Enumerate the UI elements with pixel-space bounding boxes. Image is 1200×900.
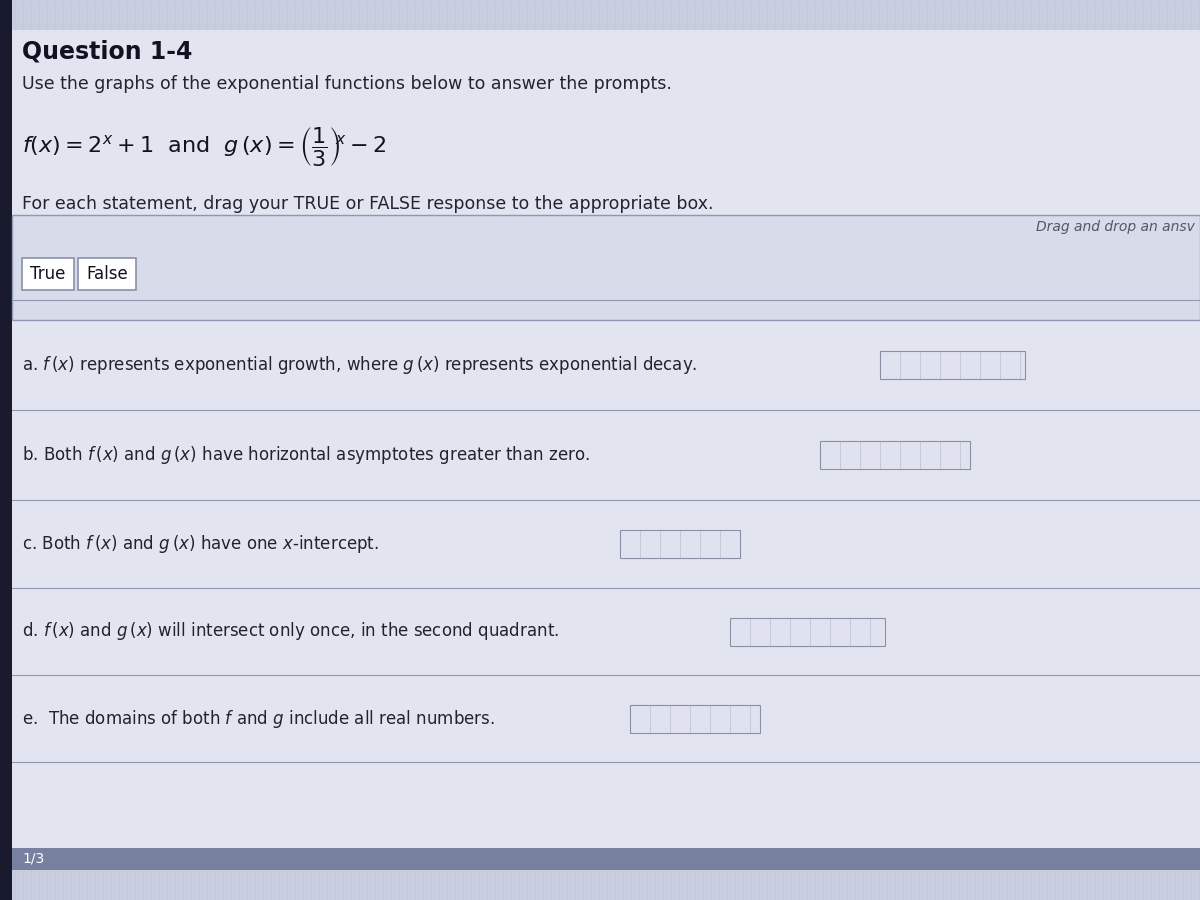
Bar bbox=[0, 0, 12, 900]
Text: Drag and drop an ansv: Drag and drop an ansv bbox=[1036, 220, 1195, 234]
Text: c. Both $f\,(x)$ and $g\,(x)$ have one $x$-intercept.: c. Both $f\,(x)$ and $g\,(x)$ have one $… bbox=[22, 533, 379, 555]
Text: False: False bbox=[86, 265, 128, 283]
Bar bbox=[78, 258, 136, 290]
Bar bbox=[620, 530, 740, 558]
Text: Use the graphs of the exponential functions below to answer the prompts.: Use the graphs of the exponential functi… bbox=[22, 75, 672, 93]
Bar bbox=[22, 258, 74, 290]
Bar bbox=[820, 441, 970, 469]
Bar bbox=[730, 617, 886, 645]
Text: b. Both $f\,(x)$ and $g\,(x)$ have horizontal asymptotes greater than zero.: b. Both $f\,(x)$ and $g\,(x)$ have horiz… bbox=[22, 444, 590, 466]
Text: $f(x) = 2^x + 1$  and  $g\,(x) = \left(\dfrac{1}{3}\right)^{\!\!x} - 2$: $f(x) = 2^x + 1$ and $g\,(x) = \left(\df… bbox=[22, 125, 386, 168]
Text: d. $f\,(x)$ and $g\,(x)$ will intersect only once, in the second quadrant.: d. $f\,(x)$ and $g\,(x)$ will intersect … bbox=[22, 620, 559, 643]
Bar bbox=[630, 705, 760, 733]
Text: Question 1-4: Question 1-4 bbox=[22, 40, 192, 64]
Text: 1/3: 1/3 bbox=[22, 852, 44, 866]
Text: True: True bbox=[30, 265, 66, 283]
Text: e.  The domains of both $f$ and $g$ include all real numbers.: e. The domains of both $f$ and $g$ inclu… bbox=[22, 707, 494, 730]
Text: For each statement, drag your TRUE or FALSE response to the appropriate box.: For each statement, drag your TRUE or FA… bbox=[22, 195, 714, 213]
Bar bbox=[12, 215, 1200, 320]
Text: a. $f\,(x)$ represents exponential growth, where $g\,(x)$ represents exponential: a. $f\,(x)$ represents exponential growt… bbox=[22, 354, 697, 376]
Bar bbox=[880, 351, 1025, 379]
Bar bbox=[12, 848, 1200, 870]
